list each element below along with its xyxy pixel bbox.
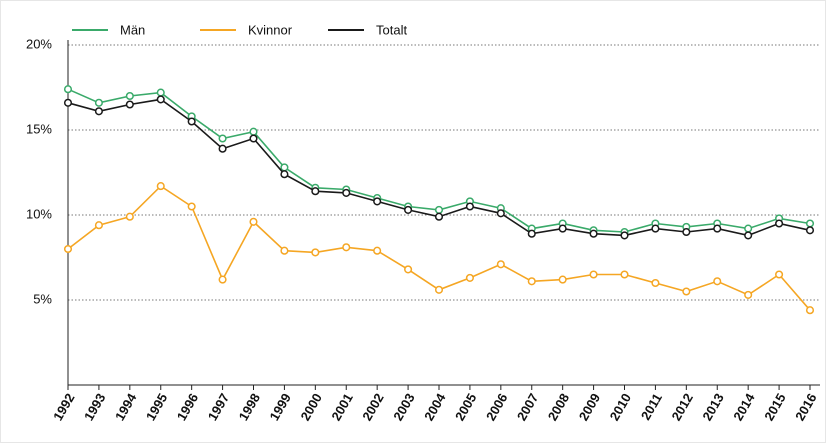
point bbox=[744, 224, 753, 233]
point bbox=[434, 212, 444, 221]
point bbox=[805, 219, 815, 228]
point bbox=[620, 231, 629, 240]
x-tick-label: 1993 bbox=[81, 391, 108, 424]
point bbox=[249, 127, 258, 136]
point bbox=[249, 217, 258, 226]
x-tick-label: 2002 bbox=[359, 391, 386, 424]
x-tick-label: 2012 bbox=[668, 391, 695, 424]
x-tick-label: 2011 bbox=[638, 391, 665, 423]
point bbox=[496, 260, 505, 269]
x-tick-label: 1995 bbox=[143, 391, 170, 424]
point bbox=[434, 205, 444, 214]
x-tick-label: 1996 bbox=[174, 391, 201, 424]
point bbox=[682, 227, 691, 237]
point bbox=[156, 88, 165, 97]
point bbox=[187, 202, 196, 211]
point bbox=[311, 248, 320, 257]
x-tick-label: 2008 bbox=[545, 391, 572, 424]
point bbox=[125, 100, 134, 109]
x-tick-label: 2004 bbox=[421, 390, 449, 423]
point bbox=[218, 144, 227, 153]
y-tick-label: 20% bbox=[26, 36, 52, 51]
legend-label: Män bbox=[120, 22, 145, 37]
point bbox=[156, 95, 165, 104]
point bbox=[805, 226, 815, 235]
y-tick-label: 5% bbox=[33, 291, 52, 306]
y-tick-label: 15% bbox=[26, 121, 52, 136]
x-tick-label: 2013 bbox=[699, 391, 726, 424]
x-tick-label: 2014 bbox=[730, 390, 758, 423]
point bbox=[558, 224, 567, 233]
x-tick-label: 2007 bbox=[514, 391, 541, 424]
point bbox=[465, 273, 474, 282]
x-tick-label: 2010 bbox=[607, 391, 634, 424]
x-tick-label: 2015 bbox=[761, 391, 788, 424]
point bbox=[125, 212, 134, 221]
point bbox=[620, 270, 629, 279]
x-tick-label: 1992 bbox=[50, 391, 77, 424]
point bbox=[404, 265, 413, 274]
point bbox=[558, 275, 567, 284]
point bbox=[63, 244, 73, 254]
point bbox=[404, 205, 413, 214]
x-tick-label: 2001 bbox=[328, 391, 355, 424]
point bbox=[249, 134, 258, 143]
point bbox=[125, 91, 134, 101]
point bbox=[280, 170, 289, 179]
point bbox=[465, 202, 474, 211]
x-tick-label: 2006 bbox=[483, 391, 510, 424]
point bbox=[744, 231, 753, 240]
point bbox=[311, 187, 320, 196]
point bbox=[373, 197, 382, 206]
point bbox=[63, 98, 73, 107]
point bbox=[63, 85, 73, 94]
x-tick-label: 2009 bbox=[576, 391, 603, 424]
x-tick-label: 1997 bbox=[205, 391, 232, 424]
point bbox=[805, 306, 815, 315]
x-tick-label: 1999 bbox=[267, 391, 294, 424]
point bbox=[713, 224, 722, 233]
point bbox=[218, 275, 227, 284]
point bbox=[94, 98, 103, 107]
point bbox=[527, 277, 536, 286]
x-tick-label: 1994 bbox=[112, 390, 140, 423]
x-tick-label: 2000 bbox=[297, 391, 324, 424]
x-tick-label: 2005 bbox=[452, 391, 479, 424]
point bbox=[651, 278, 660, 288]
point bbox=[218, 134, 227, 143]
point bbox=[775, 219, 784, 228]
point bbox=[744, 290, 753, 299]
x-tick-label: 2003 bbox=[390, 391, 417, 424]
point bbox=[94, 221, 103, 230]
point bbox=[94, 107, 103, 116]
point bbox=[496, 209, 505, 218]
y-tick-label: 10% bbox=[26, 206, 52, 221]
point bbox=[187, 117, 196, 126]
legend-label: Kvinnor bbox=[248, 22, 293, 37]
point bbox=[589, 270, 598, 279]
point bbox=[713, 277, 722, 286]
point bbox=[342, 188, 351, 197]
point bbox=[682, 287, 691, 296]
point bbox=[775, 270, 784, 279]
point bbox=[373, 246, 382, 255]
legend-label: Totalt bbox=[376, 22, 407, 37]
point bbox=[156, 182, 165, 191]
point bbox=[342, 243, 351, 252]
x-tick-label: 1998 bbox=[236, 391, 263, 424]
x-tick-label: 2016 bbox=[792, 391, 819, 424]
point bbox=[527, 229, 536, 238]
point bbox=[651, 224, 660, 233]
point bbox=[434, 285, 444, 294]
point bbox=[280, 163, 289, 172]
point bbox=[589, 229, 598, 238]
point bbox=[280, 246, 289, 255]
